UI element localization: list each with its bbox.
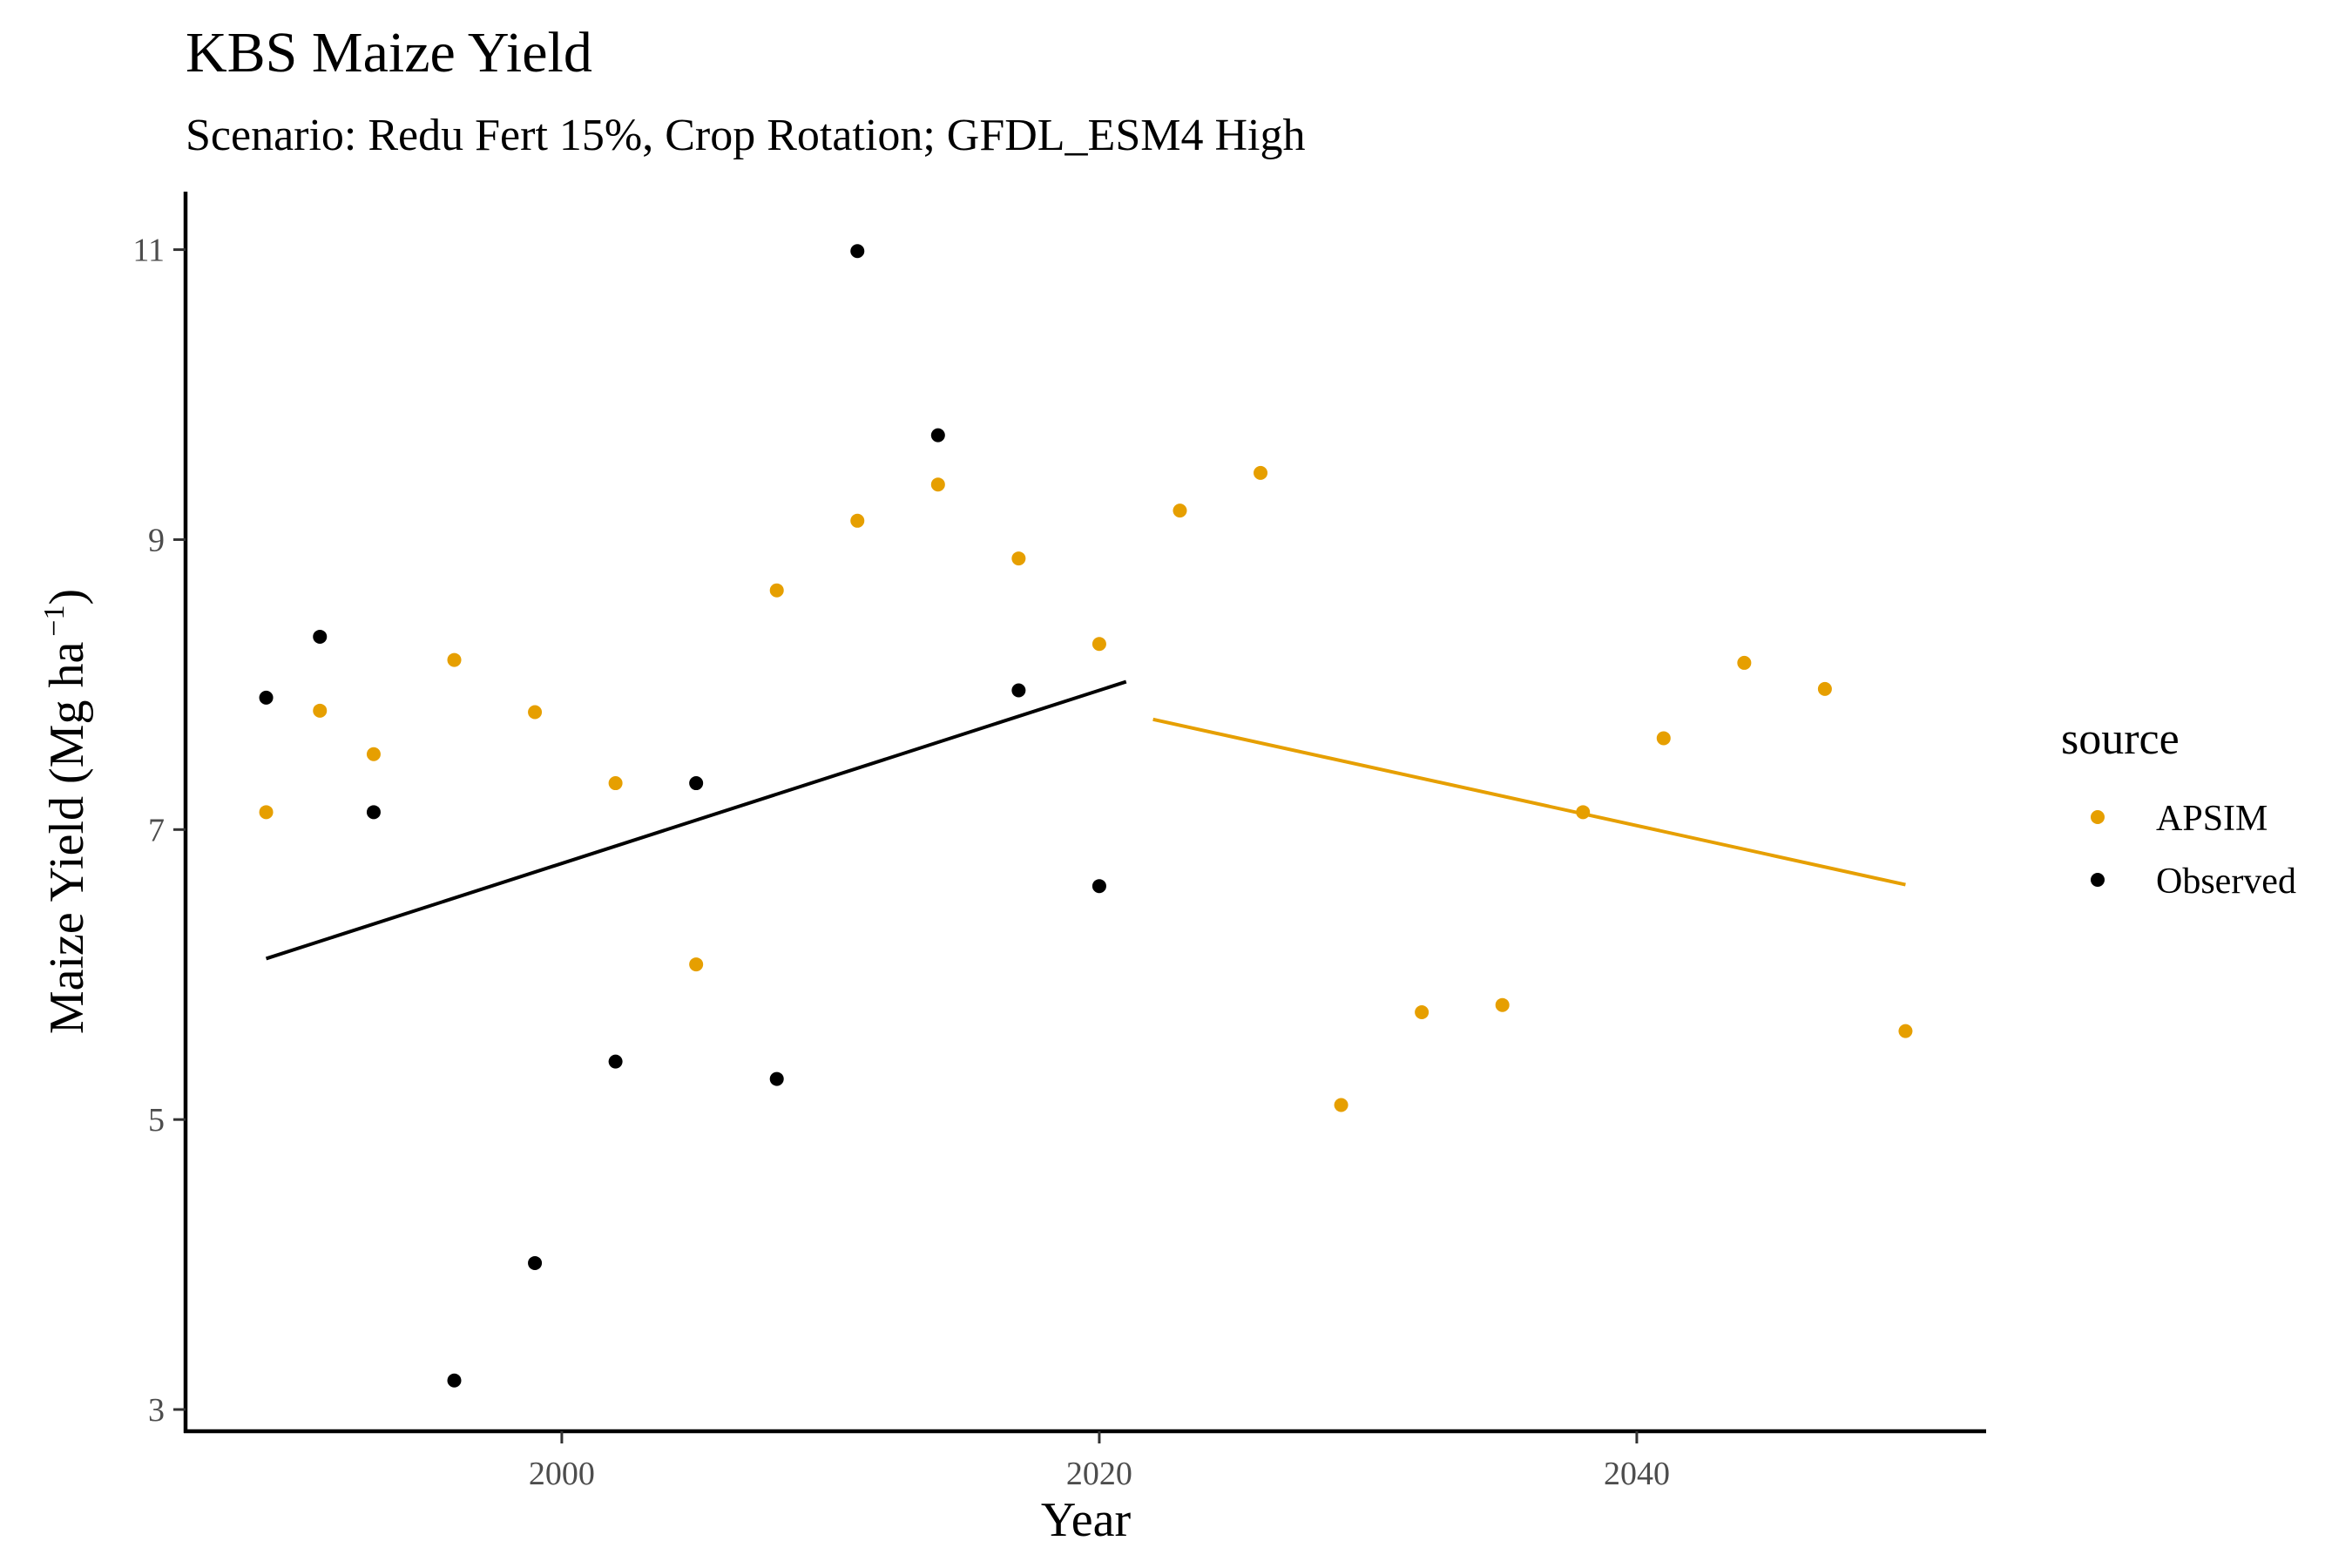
legend-key-apsim [2091,810,2105,824]
x-axis-ticks: 2000 2020 2040 [529,1431,1670,1492]
point-observed [1011,683,1026,698]
point-apsim [1576,805,1591,820]
point-apsim [1254,465,1268,480]
y-tick-label: 5 [148,1102,165,1139]
trend-line-observed [265,679,1127,961]
point-apsim [1173,504,1187,518]
point-observed [259,690,274,705]
point-apsim [1817,681,1832,696]
point-observed [608,1054,623,1069]
x-tick-label: 2000 [529,1456,595,1492]
point-apsim [1495,997,1510,1012]
y-tick-label: 11 [132,233,165,269]
point-apsim [1898,1024,1913,1038]
legend-key-observed [2091,873,2105,887]
point-observed [528,1255,543,1270]
point-observed [850,244,865,259]
point-observed [1092,879,1106,894]
legend: source APSIM Observed [2061,714,2296,902]
chart-title: KBS Maize Yield [186,21,592,84]
point-apsim [850,513,865,528]
trend-lines [265,679,1906,961]
y-axis-ticks: 3 5 7 9 11 [132,233,186,1429]
y-axis-title-superscript: −1 [38,605,71,637]
x-tick-label: 2020 [1066,1456,1132,1492]
point-apsim [1656,731,1671,746]
point-apsim [259,805,274,820]
y-tick-label: 3 [148,1392,165,1429]
trend-line-apsim [1152,717,1906,887]
point-apsim [528,705,543,720]
point-apsim [769,583,784,598]
point-observed [447,1373,462,1388]
chart-subtitle: Scenario: Redu Fert 15%, Crop Rotation; … [186,111,1305,160]
y-tick-label: 7 [148,812,165,848]
point-apsim [1415,1005,1429,1020]
point-apsim [608,776,623,791]
x-axis-title: Year [1041,1493,1132,1547]
y-axis-title-main: Maize Yield (Mg ha [40,642,94,1035]
point-apsim [366,747,381,761]
point-observed [366,805,381,820]
point-apsim [1737,655,1752,670]
legend-label-observed: Observed [2156,862,2296,902]
legend-title: source [2061,714,2180,764]
point-observed [689,776,704,791]
point-apsim [930,477,945,492]
y-axis-title-close: ) [40,589,94,605]
x-tick-label: 2040 [1604,1456,1670,1492]
y-tick-label: 9 [148,522,165,558]
point-apsim [1092,637,1106,652]
point-observed [769,1071,784,1086]
point-apsim [313,703,328,718]
data-points [259,244,1913,1388]
legend-label-apsim: APSIM [2156,799,2268,839]
point-apsim [447,652,462,667]
point-apsim [689,957,704,972]
y-axis-title: Maize Yield (Mg ha −1) [38,589,94,1034]
point-apsim [1334,1098,1348,1112]
point-observed [313,629,328,644]
point-apsim [1011,551,1026,566]
point-observed [930,428,945,443]
